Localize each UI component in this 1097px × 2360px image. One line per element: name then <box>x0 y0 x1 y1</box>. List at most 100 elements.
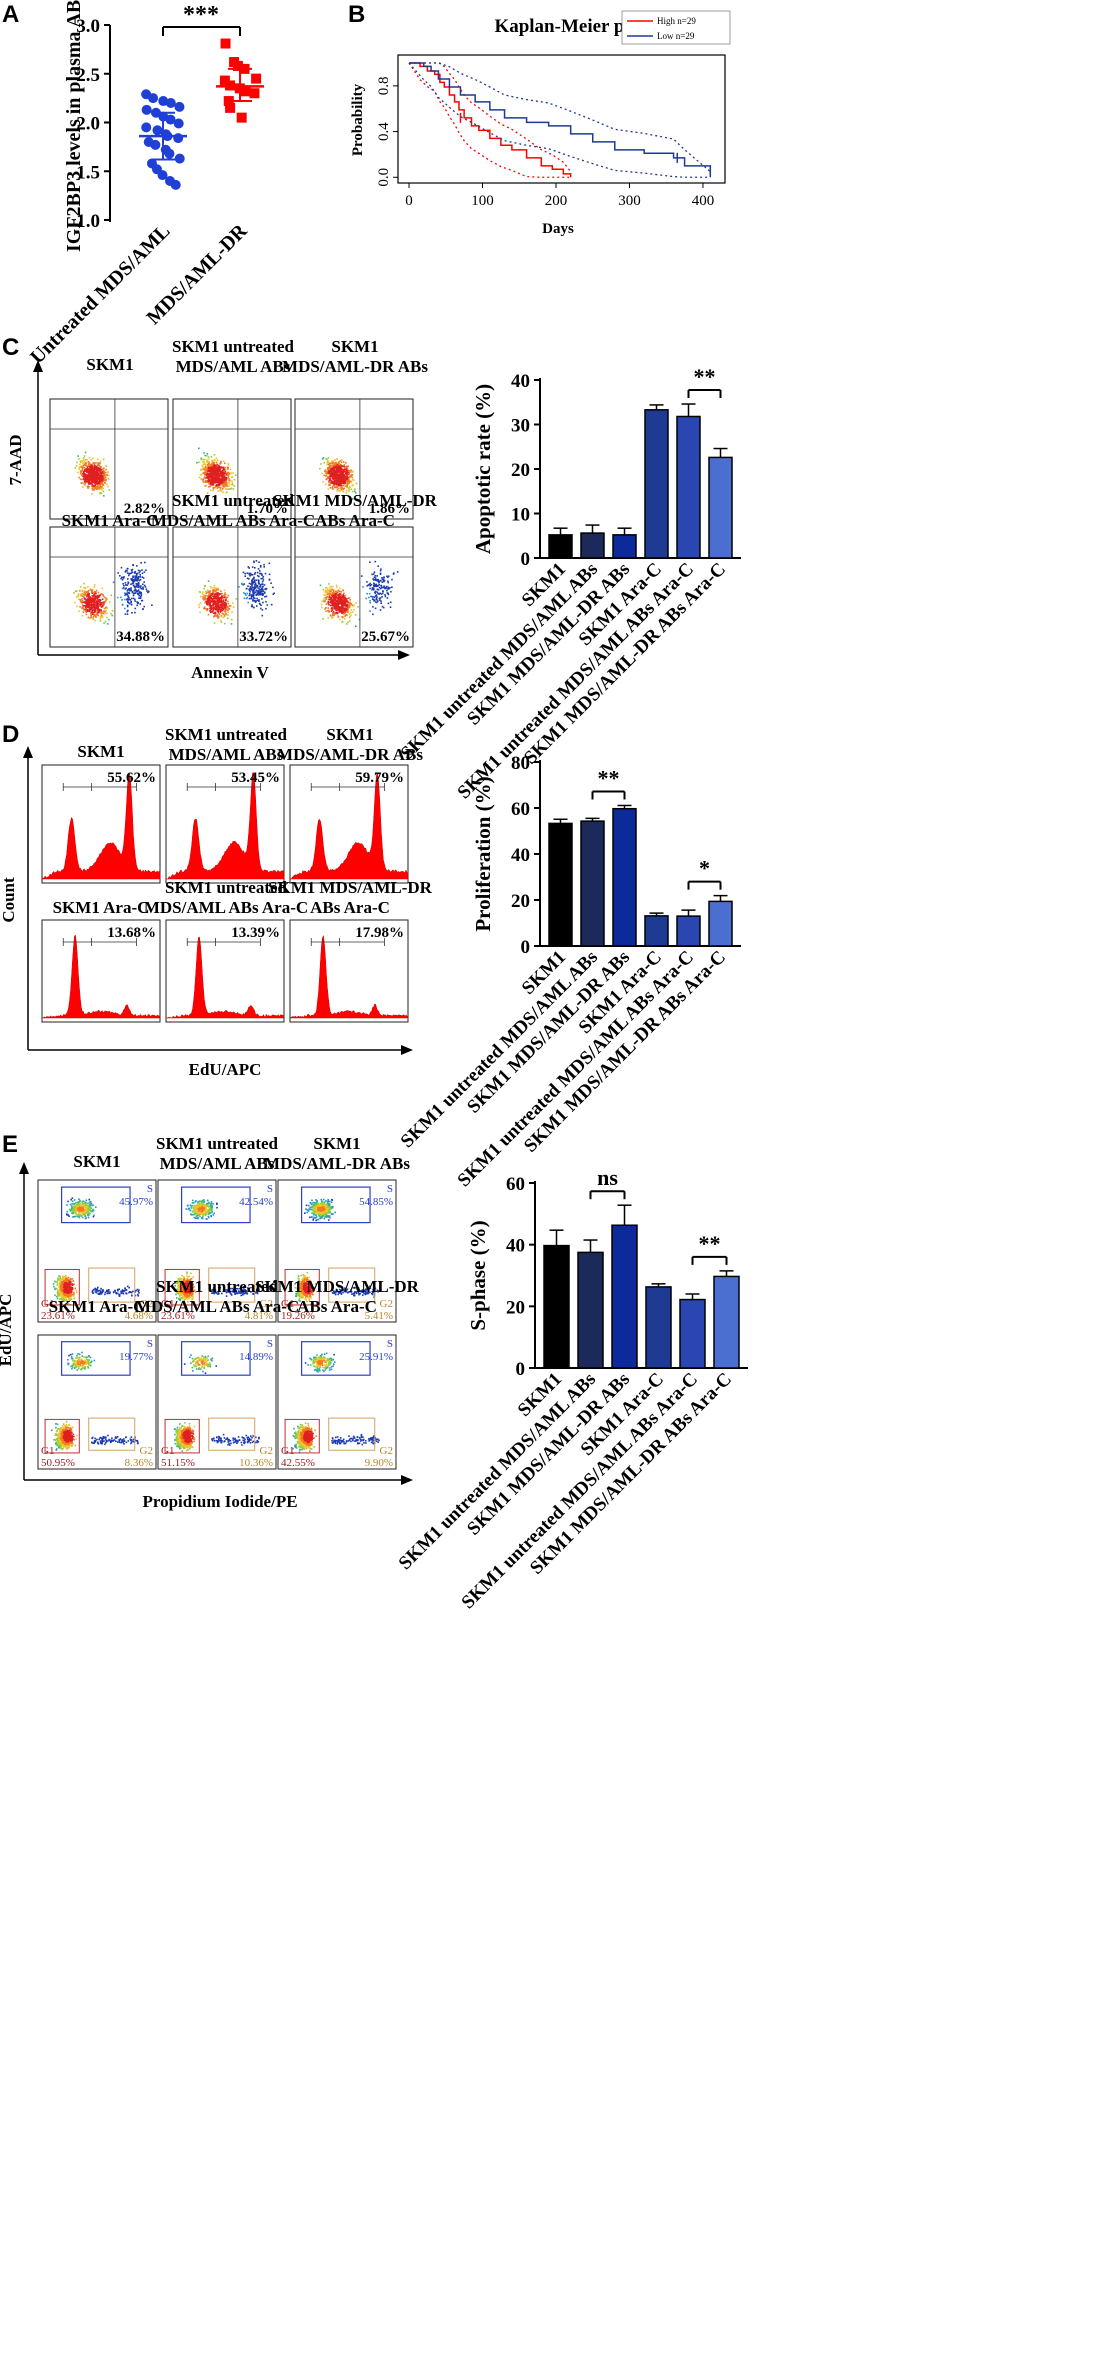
bar <box>612 807 637 947</box>
flow-event <box>83 605 86 607</box>
flow-event <box>206 603 208 605</box>
flow-event <box>224 613 226 616</box>
flow-event <box>256 585 258 588</box>
survival-line <box>409 62 572 178</box>
flow-event <box>333 603 336 605</box>
flow-event <box>323 474 325 477</box>
flow-event <box>335 600 337 603</box>
flow-event <box>219 611 222 613</box>
flow-event <box>86 602 88 605</box>
flow-event <box>325 603 328 606</box>
flow-event <box>331 598 333 601</box>
flow-event <box>90 466 93 468</box>
flow-event <box>342 607 344 609</box>
flow-event <box>223 593 226 596</box>
flow-event <box>339 471 342 473</box>
flow-event <box>137 589 140 591</box>
flow-event <box>140 591 142 594</box>
flow-event <box>211 484 213 486</box>
flow-event <box>100 471 103 474</box>
flow-event <box>258 580 260 582</box>
flow-event <box>223 473 225 475</box>
flow-event <box>212 464 215 467</box>
flow-event <box>76 1215 79 1218</box>
flow-event <box>346 468 349 471</box>
flow-event <box>91 463 94 466</box>
flow-event <box>212 482 215 484</box>
flow-event <box>261 588 263 590</box>
flow-event <box>380 568 382 570</box>
flow-event <box>91 469 94 472</box>
flow-event <box>88 464 90 466</box>
flow-event <box>113 1291 115 1294</box>
flow-event <box>338 473 341 476</box>
flow-event <box>213 595 216 597</box>
flow-event <box>213 459 216 461</box>
flow-event <box>261 609 264 611</box>
flow-event <box>333 478 335 481</box>
flow-event <box>92 606 94 609</box>
flow-event <box>80 471 82 474</box>
flow-event <box>339 593 342 595</box>
flow-event <box>221 592 223 595</box>
flow-event <box>101 616 104 619</box>
flow-event <box>344 602 347 605</box>
flow-event <box>331 472 334 475</box>
flow-event <box>270 582 272 584</box>
flow-event <box>198 476 201 479</box>
flow-event <box>137 576 140 578</box>
flow-event <box>94 606 96 608</box>
flow-event <box>224 485 227 487</box>
data-point <box>165 114 176 125</box>
flow-event <box>348 469 351 472</box>
flow-event <box>98 594 100 597</box>
flow-event <box>220 607 223 609</box>
flow-event <box>203 481 205 483</box>
flow-event <box>93 594 96 597</box>
flow-event <box>250 589 253 591</box>
flow-event <box>207 456 210 458</box>
flow-event <box>208 461 210 463</box>
flow-event <box>343 592 345 594</box>
flow-event <box>272 586 274 589</box>
flow-event <box>344 603 347 606</box>
flow-event <box>352 484 354 486</box>
flow-event <box>90 480 93 482</box>
flow-event <box>208 605 211 607</box>
ci-lower-line <box>408 62 711 178</box>
flow-event <box>92 489 94 491</box>
flow-event <box>78 458 80 460</box>
flow-event <box>132 582 135 584</box>
flow-event <box>139 596 142 598</box>
flow-event <box>207 470 209 473</box>
flow-event <box>83 590 85 593</box>
flow-event <box>200 468 203 470</box>
flow-event <box>253 606 255 609</box>
flow-event <box>341 616 344 618</box>
flow-event <box>102 593 104 596</box>
flow-event <box>94 483 97 485</box>
flow-event <box>338 474 341 477</box>
flow-event <box>202 466 205 468</box>
flow-plot-title: MDS/AML-DR ABs <box>277 745 423 764</box>
flow-event <box>329 482 331 484</box>
flow-event <box>83 478 85 481</box>
flow-event <box>94 482 96 484</box>
flow-event <box>90 475 92 478</box>
flow-event <box>340 599 342 601</box>
flow-event <box>244 592 246 595</box>
flow-event <box>87 616 90 619</box>
flow-event <box>124 592 126 594</box>
flow-event <box>208 465 211 468</box>
flow-event <box>323 599 326 602</box>
flow-event <box>389 587 391 589</box>
flow-event <box>143 584 146 587</box>
flow-event <box>202 461 205 463</box>
flow-event <box>93 462 96 464</box>
flow-event <box>121 603 124 606</box>
flow-event <box>251 589 254 592</box>
flow-event <box>204 463 206 465</box>
flow-event <box>259 572 261 575</box>
flow-event <box>208 599 210 602</box>
flow-event <box>378 586 381 589</box>
